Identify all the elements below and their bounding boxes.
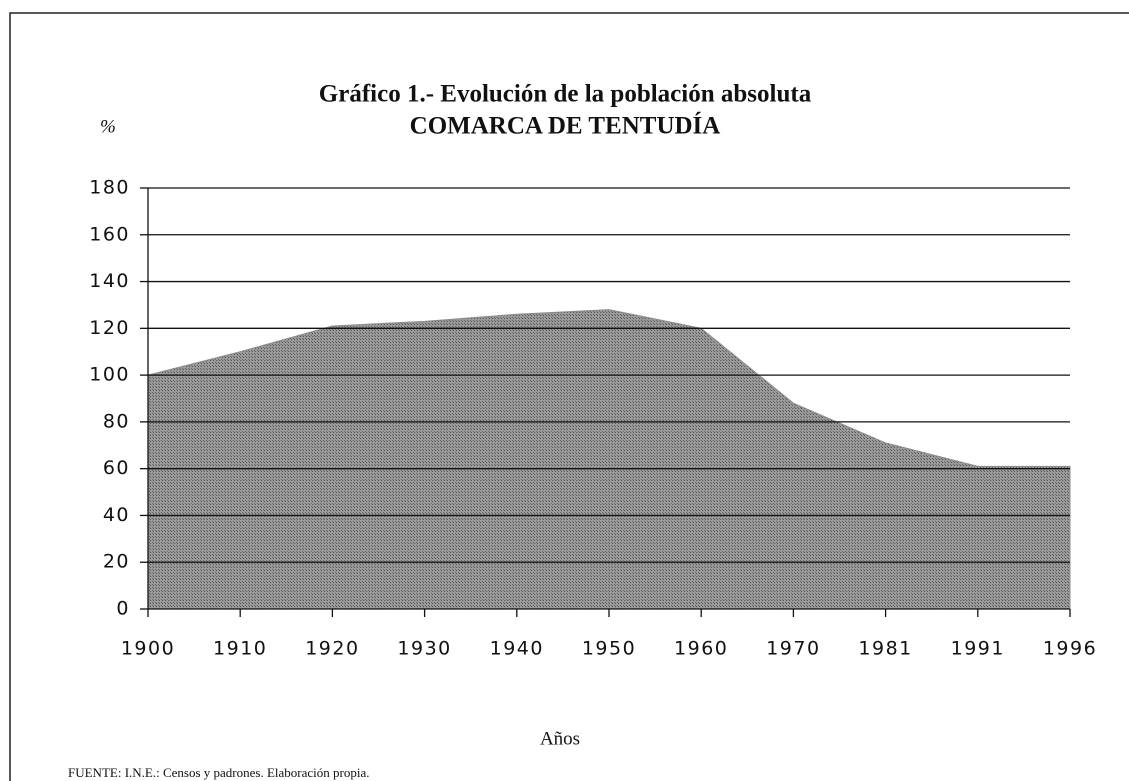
y-tick-label: 100 xyxy=(89,364,130,386)
y-tick-label: 180 xyxy=(89,177,130,199)
chart-subtitle: COMARCA DE TENTUDÍA xyxy=(410,112,721,140)
y-tick-label: 140 xyxy=(89,270,130,292)
x-tick-label: 1940 xyxy=(490,638,544,660)
y-tick-label: 40 xyxy=(103,504,130,526)
y-tick-label: 80 xyxy=(103,410,130,432)
y-tick-label: 160 xyxy=(89,223,130,245)
y-tick-label: 120 xyxy=(89,317,130,339)
area xyxy=(147,309,1071,610)
y-tick-label: 20 xyxy=(103,551,130,573)
x-tick-label: 1996 xyxy=(1043,638,1097,660)
x-tick-label: 1900 xyxy=(121,638,175,660)
x-tick-label: 1950 xyxy=(582,638,636,660)
source-note: FUENTE: I.N.E.: Censos y padrones. Elabo… xyxy=(68,765,369,780)
x-tick-label: 1920 xyxy=(305,638,359,660)
y-tick-label: 60 xyxy=(103,457,130,479)
x-tick-label: 1960 xyxy=(674,638,728,660)
y-axis-label: % xyxy=(100,116,116,137)
frame xyxy=(9,12,1129,781)
x-tick-label: 1981 xyxy=(858,638,912,660)
x-tick-label: 1930 xyxy=(397,638,451,660)
chart-title: Gráfico 1.- Evolución de la población ab… xyxy=(319,81,812,108)
x-axis-label: Años xyxy=(540,728,580,749)
y-tick-label: 0 xyxy=(116,598,130,620)
x-tick-label: 1970 xyxy=(766,638,820,660)
x-tick-label: 1991 xyxy=(951,638,1005,660)
x-tick-label: 1910 xyxy=(213,638,267,660)
